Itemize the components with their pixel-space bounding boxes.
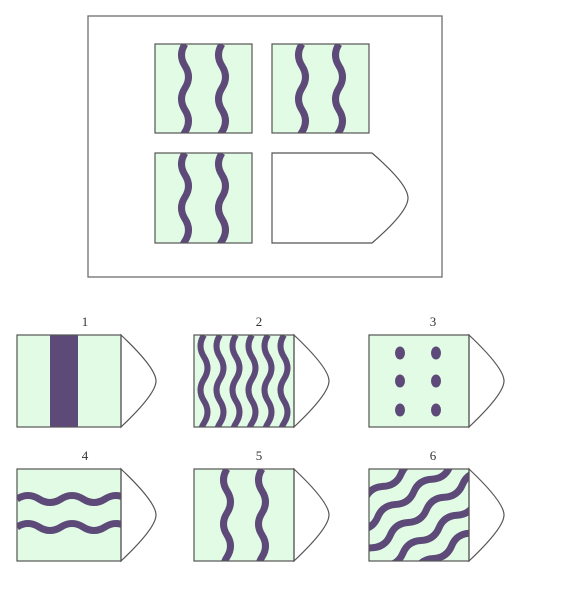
wave-line	[197, 335, 211, 427]
wave-line	[277, 335, 291, 427]
question-frame	[87, 15, 443, 278]
dot	[431, 403, 441, 417]
question-cell-2	[271, 43, 370, 134]
dot	[431, 346, 441, 360]
wave-line	[229, 335, 243, 427]
wave-line	[376, 504, 469, 561]
option-number: 1	[82, 314, 89, 329]
dot	[431, 374, 441, 388]
dot	[395, 403, 405, 417]
option-number: 6	[430, 448, 437, 463]
solid-bar	[50, 335, 78, 427]
option-3[interactable]: 3	[368, 314, 505, 429]
wave-line	[17, 520, 121, 534]
option-number: 3	[430, 314, 437, 329]
wave-line	[17, 492, 121, 506]
option-number: 4	[82, 448, 89, 463]
option-1[interactable]: 1	[16, 314, 157, 429]
question-cell-1	[154, 43, 253, 134]
question-cell-3	[154, 152, 253, 244]
wave-line	[369, 469, 469, 561]
wave-line	[220, 469, 234, 561]
wave-line	[255, 469, 269, 561]
wave-line	[295, 44, 309, 133]
dot	[395, 346, 405, 360]
missing-piece-slot	[271, 152, 409, 244]
wave-line	[369, 469, 469, 544]
wave-line	[245, 335, 259, 427]
wave-line	[213, 335, 227, 427]
option-number: 2	[256, 314, 263, 329]
option-6[interactable]: 6	[327, 433, 508, 599]
wave-line	[369, 469, 456, 526]
wave-line	[178, 44, 192, 133]
dot	[395, 374, 405, 388]
wave-line	[215, 44, 229, 133]
option-2[interactable]: 2	[193, 314, 330, 445]
wave-line	[369, 486, 469, 561]
option-4[interactable]: 4	[16, 448, 157, 563]
wave-line	[261, 335, 275, 427]
option-5[interactable]: 5	[193, 448, 330, 579]
option-number: 5	[256, 448, 263, 463]
wave-line	[332, 44, 346, 133]
